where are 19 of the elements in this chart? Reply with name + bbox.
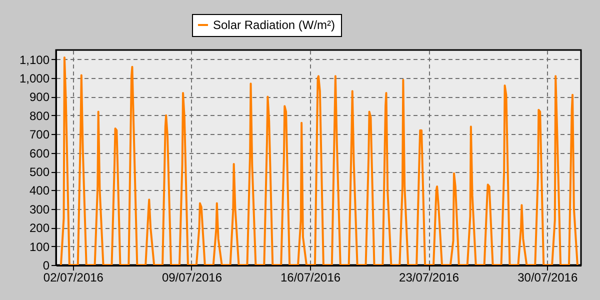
x-tick-label: 09/07/2016	[162, 270, 222, 284]
x-tick-label: 23/07/2016	[399, 270, 460, 284]
line-series	[60, 56, 578, 265]
y-tick-label: 600	[29, 146, 50, 160]
y-tick-label: 700	[29, 128, 50, 142]
y-tick-label: 300	[29, 202, 50, 216]
y-tick-label: 900	[29, 90, 50, 104]
y-tick-label: 400	[29, 184, 50, 198]
y-tick-label: 800	[29, 108, 50, 123]
legend-label: Solar Radiation (W/m²)	[213, 18, 336, 32]
y-tick-label: 500	[29, 165, 50, 180]
x-tick-label: 16/07/2016	[280, 270, 341, 284]
x-tick-label: 30/07/2016	[518, 270, 578, 284]
y-tick-label: 1,100	[19, 52, 50, 67]
y-tick-label: 200	[29, 221, 50, 236]
y-tick-label: 0	[42, 258, 50, 272]
x-tick-label: 02/07/2016	[43, 270, 104, 284]
y-tick-label: 1,000	[19, 72, 50, 86]
y-tick-label: 100	[29, 240, 50, 254]
